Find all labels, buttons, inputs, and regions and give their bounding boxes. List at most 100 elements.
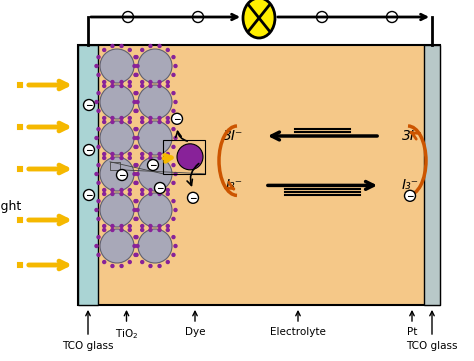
Circle shape: [157, 192, 162, 196]
Circle shape: [135, 208, 140, 212]
Circle shape: [155, 183, 165, 193]
Circle shape: [119, 152, 124, 156]
Text: −: −: [85, 146, 93, 155]
Circle shape: [317, 12, 328, 22]
Circle shape: [140, 224, 145, 228]
Circle shape: [172, 113, 182, 124]
Circle shape: [117, 170, 128, 180]
Circle shape: [140, 48, 145, 52]
Circle shape: [132, 64, 137, 68]
Circle shape: [94, 172, 99, 176]
Text: 3I⁻: 3I⁻: [223, 129, 243, 143]
Circle shape: [148, 116, 153, 120]
Text: I₃⁻: I₃⁻: [402, 178, 419, 192]
Circle shape: [148, 84, 153, 88]
Circle shape: [100, 229, 134, 263]
Circle shape: [140, 260, 145, 264]
Circle shape: [165, 188, 170, 192]
Circle shape: [157, 156, 162, 160]
Bar: [424, 45, 440, 305]
Circle shape: [165, 192, 170, 196]
Text: −: −: [173, 115, 181, 124]
Circle shape: [140, 188, 145, 192]
Circle shape: [157, 44, 162, 48]
Circle shape: [132, 172, 137, 176]
Circle shape: [171, 235, 176, 239]
Circle shape: [135, 244, 140, 248]
Circle shape: [148, 188, 153, 192]
Circle shape: [128, 188, 132, 192]
Circle shape: [134, 109, 139, 113]
Text: Pt: Pt: [407, 327, 417, 337]
Circle shape: [135, 136, 140, 140]
Circle shape: [119, 116, 124, 120]
Circle shape: [119, 192, 124, 196]
Circle shape: [157, 116, 162, 120]
Circle shape: [128, 156, 132, 160]
Circle shape: [140, 152, 145, 156]
Circle shape: [165, 224, 170, 228]
Circle shape: [138, 157, 172, 191]
Circle shape: [133, 253, 137, 257]
Text: Light: Light: [0, 200, 22, 213]
Circle shape: [96, 217, 101, 221]
Circle shape: [102, 192, 107, 196]
Circle shape: [110, 224, 115, 228]
Text: −: −: [406, 192, 414, 201]
Text: Dye: Dye: [185, 327, 205, 337]
Circle shape: [110, 188, 115, 192]
Circle shape: [83, 144, 94, 156]
Circle shape: [165, 260, 170, 264]
Circle shape: [173, 172, 178, 176]
Circle shape: [157, 224, 162, 228]
Circle shape: [119, 224, 124, 228]
Circle shape: [110, 44, 115, 48]
Circle shape: [133, 217, 137, 221]
Circle shape: [134, 181, 139, 185]
Circle shape: [96, 91, 101, 95]
Circle shape: [133, 199, 137, 203]
Circle shape: [128, 48, 132, 52]
Circle shape: [140, 116, 145, 120]
Circle shape: [110, 152, 115, 156]
Circle shape: [100, 193, 134, 227]
Circle shape: [138, 193, 172, 227]
Circle shape: [134, 163, 139, 167]
Circle shape: [102, 120, 107, 124]
Circle shape: [134, 127, 139, 131]
Bar: [110, 162, 120, 170]
Circle shape: [173, 208, 178, 212]
Circle shape: [132, 100, 137, 104]
Circle shape: [133, 127, 137, 131]
Circle shape: [132, 244, 137, 248]
Circle shape: [157, 80, 162, 84]
Text: −: −: [85, 101, 93, 110]
Text: TCO glass: TCO glass: [406, 341, 458, 351]
Circle shape: [134, 199, 139, 203]
Circle shape: [165, 120, 170, 124]
Circle shape: [133, 235, 137, 239]
Circle shape: [135, 172, 140, 176]
Circle shape: [148, 120, 153, 124]
Circle shape: [102, 116, 107, 120]
Circle shape: [173, 64, 178, 68]
Circle shape: [140, 120, 145, 124]
Circle shape: [140, 80, 145, 84]
Circle shape: [96, 55, 101, 59]
Circle shape: [148, 192, 153, 196]
Circle shape: [119, 188, 124, 192]
Text: TiO$_2$: TiO$_2$: [115, 327, 138, 341]
Circle shape: [134, 91, 139, 95]
Circle shape: [119, 120, 124, 124]
Circle shape: [128, 80, 132, 84]
Circle shape: [134, 253, 139, 257]
Circle shape: [128, 116, 132, 120]
Circle shape: [133, 145, 137, 149]
Circle shape: [110, 80, 115, 84]
Circle shape: [94, 244, 99, 248]
Circle shape: [119, 44, 124, 48]
Circle shape: [110, 228, 115, 232]
Circle shape: [171, 109, 176, 113]
Circle shape: [157, 152, 162, 156]
Circle shape: [96, 127, 101, 131]
